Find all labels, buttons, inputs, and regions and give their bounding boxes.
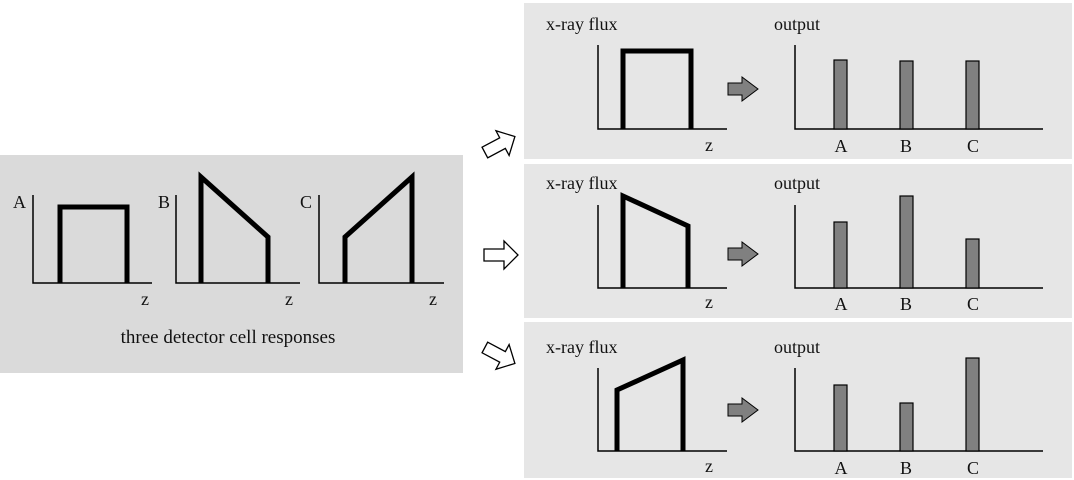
cell-b-label: B bbox=[158, 192, 170, 212]
cell-b-response: B z bbox=[158, 171, 300, 309]
row-3-bar-label-b: B bbox=[900, 458, 912, 478]
row-2: x-ray flux z output A B C bbox=[524, 164, 1072, 318]
row-3-output-title: output bbox=[774, 337, 820, 357]
row-1-flux-title: x-ray flux bbox=[546, 14, 617, 34]
cell-a-curve bbox=[57, 204, 130, 283]
row-2-output-title: output bbox=[774, 173, 820, 193]
cell-a-label: A bbox=[13, 192, 26, 212]
cell-b-axes bbox=[175, 195, 300, 284]
cell-c-response: C z bbox=[300, 171, 444, 309]
cell-a-response: A z bbox=[13, 192, 152, 309]
cell-c-label: C bbox=[300, 192, 312, 212]
cell-a-axis-label: z bbox=[141, 289, 149, 309]
row-3-flux-title: x-ray flux bbox=[546, 337, 617, 357]
row-2-bar-c bbox=[965, 238, 980, 289]
row-2-bar-b bbox=[899, 195, 914, 289]
arrow-to-row-1-icon bbox=[481, 129, 516, 159]
row-2-process-arrow-icon bbox=[727, 241, 759, 267]
row-3-bar-label-a: A bbox=[835, 458, 848, 478]
row-3: x-ray flux z output A B C bbox=[524, 322, 1072, 478]
cell-b-axis-label: z bbox=[285, 289, 293, 309]
cell-c-axis-label: z bbox=[429, 289, 437, 309]
detector-cells-panel: A z B z C z three detector cell response… bbox=[0, 155, 463, 373]
row-1: x-ray flux z output A B C bbox=[524, 3, 1072, 159]
arrow-to-row-3-icon bbox=[481, 341, 516, 371]
row-1-flux-axis-label: z bbox=[705, 135, 713, 155]
row-2-bar-label-a: A bbox=[835, 294, 848, 314]
cell-c-curve bbox=[342, 171, 415, 283]
row-3-flux-axis-label: z bbox=[705, 456, 713, 476]
row-3-bar-c bbox=[965, 357, 980, 452]
detector-cells-caption: three detector cell responses bbox=[121, 327, 336, 348]
row-1-output-title: output bbox=[774, 14, 820, 34]
row-1-bar-a bbox=[833, 59, 848, 130]
row-1-bar-c bbox=[965, 60, 980, 130]
row-3-output-axes bbox=[794, 368, 1043, 452]
row-2-flux-title: x-ray flux bbox=[546, 173, 617, 193]
row-1-process-arrow-icon bbox=[727, 76, 759, 102]
row-3-bar-b bbox=[899, 402, 914, 452]
arrow-to-row-2-icon bbox=[483, 239, 519, 271]
row-1-flux-axes bbox=[597, 45, 727, 130]
row-1-flux-curve bbox=[620, 48, 694, 129]
row-1-bar-label-a: A bbox=[835, 136, 848, 156]
row-2-flux-curve bbox=[620, 192, 691, 288]
cell-a-axes bbox=[32, 195, 152, 284]
row-2-bar-a bbox=[833, 221, 848, 289]
row-1-bar-b bbox=[899, 60, 914, 130]
row-3-bar-a bbox=[833, 384, 848, 452]
row-2-flux-axis-label: z bbox=[705, 292, 713, 312]
row-2-panel-bg bbox=[524, 164, 1072, 318]
detector-cells-panel-bg bbox=[0, 155, 463, 373]
row-2-bar-label-c: C bbox=[967, 294, 979, 314]
row-1-output-axes bbox=[794, 45, 1043, 130]
row-1-bar-label-b: B bbox=[900, 136, 912, 156]
row-2-flux-axes bbox=[597, 205, 727, 289]
cell-c-axes bbox=[318, 195, 444, 284]
row-1-panel-bg bbox=[524, 3, 1072, 159]
row-1-bar-label-c: C bbox=[967, 136, 979, 156]
row-2-bar-label-b: B bbox=[900, 294, 912, 314]
row-2-output-axes bbox=[794, 205, 1043, 289]
row-3-bar-label-c: C bbox=[967, 458, 979, 478]
row-3-process-arrow-icon bbox=[727, 397, 759, 423]
row-3-flux-curve bbox=[614, 356, 686, 451]
cell-b-curve bbox=[198, 171, 271, 283]
